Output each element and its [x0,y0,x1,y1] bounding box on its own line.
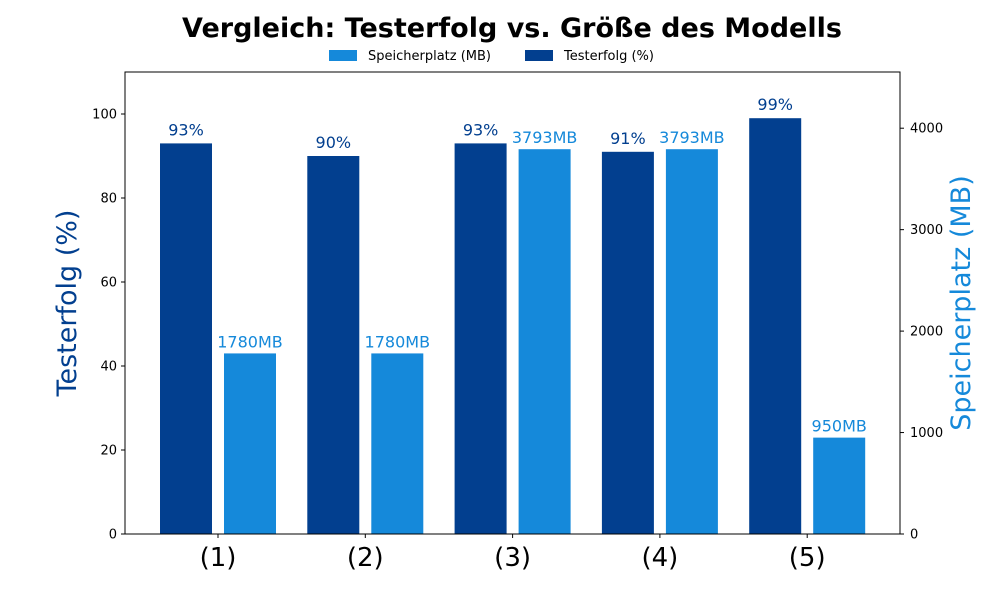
bar-label-speicherplatz: 3793MB [659,128,725,147]
bar-speicherplatz [371,353,424,534]
right-tick-label: 0 [910,528,918,543]
legend: Speicherplatz (MB) Testerfolg (%) [329,49,654,64]
category-label: (1) [200,543,237,573]
right-tick-label: 3000 [910,223,943,238]
left-tick-label: 40 [100,360,117,375]
bar-testerfolg [749,118,802,534]
bar-speicherplatz [518,149,571,535]
bar-label-testerfolg: 99% [757,95,793,114]
bar-label-testerfolg: 91% [610,129,646,148]
bar-label-speicherplatz: 1780MB [217,332,283,351]
right-axis-ticks: 0 1000 2000 3000 4000 [900,122,943,543]
left-tick-label: 60 [100,276,117,291]
bar-speicherplatz [224,353,276,534]
chart-title: Vergleich: Testerfolg vs. Größe des Mode… [182,13,842,44]
right-tick-label: 2000 [910,325,943,340]
left-tick-label: 80 [100,192,117,207]
bar-label-speicherplatz: 950MB [812,417,867,436]
left-tick-label: 20 [100,444,117,459]
right-tick-label: 1000 [910,426,943,441]
bar-testerfolg [307,156,360,534]
category-label: (5) [789,543,826,573]
right-axis-title: Speicherplatz (MB) [946,175,977,430]
legend-swatch-success [525,50,553,61]
legend-label-success: Testerfolg (%) [563,49,654,64]
bar-label-testerfolg: 90% [316,133,352,152]
category-axis-ticks: (1) (2) (3) (4) (5) [200,534,826,573]
bar-speicherplatz [813,437,866,534]
bar-label-testerfolg: 93% [168,120,204,139]
right-tick-label: 4000 [910,122,943,137]
bar-testerfolg [601,151,654,535]
category-label: (2) [347,543,384,573]
bar-testerfolg [454,143,507,534]
bar-labels: 93% 1780MB 90% 1780MB 93% 3793MB 91% 3793MB 99% 9… [168,95,867,435]
left-axis-title: Testerfolg (%) [52,210,83,398]
bars [160,118,866,535]
bar-label-speicherplatz: 1780MB [365,332,431,351]
bar-label-testerfolg: 93% [463,120,499,139]
left-axis-ticks: 0 20 40 60 80 100 [92,108,125,543]
bar-label-speicherplatz: 3793MB [512,128,578,147]
legend-label-storage: Speicherplatz (MB) [368,49,491,64]
left-tick-label: 100 [92,108,117,123]
category-label: (4) [641,543,678,573]
legend-swatch-storage [329,50,357,61]
left-tick-label: 0 [109,528,117,543]
bar-speicherplatz [665,149,718,535]
bar-testerfolg [160,143,212,534]
category-label: (3) [494,543,531,573]
